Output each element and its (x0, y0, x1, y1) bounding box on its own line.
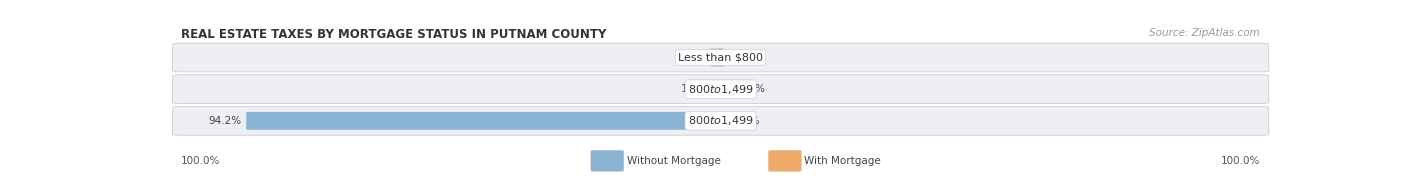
FancyBboxPatch shape (769, 151, 801, 171)
Text: 0.97%: 0.97% (733, 84, 765, 94)
Text: 1.4%: 1.4% (681, 84, 707, 94)
FancyBboxPatch shape (718, 49, 724, 66)
FancyBboxPatch shape (173, 106, 1268, 135)
Text: Source: ZipAtlas.com: Source: ZipAtlas.com (1149, 28, 1260, 38)
Text: 94.2%: 94.2% (208, 116, 242, 126)
Text: $800 to $1,499: $800 to $1,499 (688, 83, 754, 96)
FancyBboxPatch shape (718, 112, 730, 130)
Text: REAL ESTATE TAXES BY MORTGAGE STATUS IN PUTNAM COUNTY: REAL ESTATE TAXES BY MORTGAGE STATUS IN … (181, 28, 606, 41)
Text: 1.3%: 1.3% (734, 116, 761, 126)
Text: 0.27%: 0.27% (728, 53, 762, 63)
FancyBboxPatch shape (591, 151, 624, 171)
Text: With Mortgage: With Mortgage (804, 156, 882, 166)
Text: 100.0%: 100.0% (1220, 156, 1260, 166)
FancyBboxPatch shape (173, 43, 1268, 72)
Text: 1.6%: 1.6% (679, 53, 706, 63)
Text: Less than $800: Less than $800 (678, 53, 763, 63)
FancyBboxPatch shape (246, 112, 723, 130)
FancyBboxPatch shape (711, 80, 723, 98)
Text: 100.0%: 100.0% (181, 156, 221, 166)
Text: $800 to $1,499: $800 to $1,499 (688, 114, 754, 127)
FancyBboxPatch shape (710, 49, 723, 66)
FancyBboxPatch shape (718, 80, 728, 98)
FancyBboxPatch shape (173, 75, 1268, 103)
Text: Without Mortgage: Without Mortgage (627, 156, 721, 166)
